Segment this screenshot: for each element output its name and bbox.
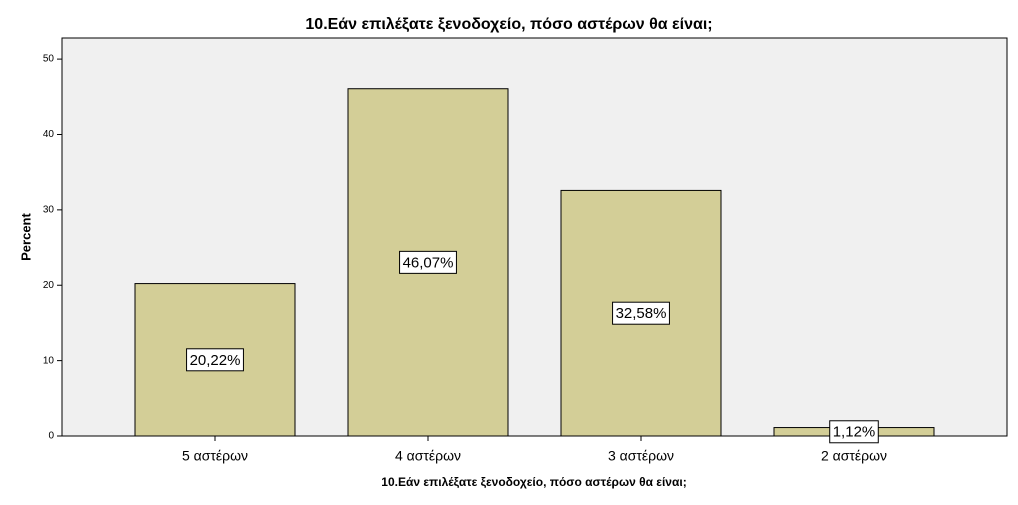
y-axis-label: Percent	[18, 212, 33, 260]
x-tick-label: 4 αστέρων	[395, 448, 461, 464]
x-tick-label: 2 αστέρων	[821, 448, 887, 464]
x-tick-label: 5 αστέρων	[182, 448, 248, 464]
value-label: 32,58%	[616, 305, 667, 322]
chart-title: 10.Εάν επιλέξατε ξενοδοχείο, πόσο αστέρω…	[305, 16, 712, 33]
value-label: 46,07%	[403, 254, 454, 271]
value-label-box	[186, 348, 244, 372]
y-tick-label: 50	[43, 54, 55, 65]
value-label-box	[829, 420, 879, 444]
y-tick-label: 40	[43, 129, 55, 140]
value-label-box	[612, 301, 670, 325]
y-tick-label: 20	[43, 280, 55, 291]
x-tick-label: 3 αστέρων	[608, 448, 674, 464]
y-tick-label: 0	[48, 431, 54, 442]
value-label-box	[399, 250, 457, 274]
y-tick-label: 10	[43, 355, 55, 366]
value-label: 20,22%	[190, 352, 241, 369]
value-label: 1,12%	[833, 424, 876, 441]
y-tick-label: 30	[43, 205, 55, 216]
x-axis-label: 10.Εάν επιλέξατε ξενοδοχείο, πόσο αστέρω…	[381, 475, 686, 489]
